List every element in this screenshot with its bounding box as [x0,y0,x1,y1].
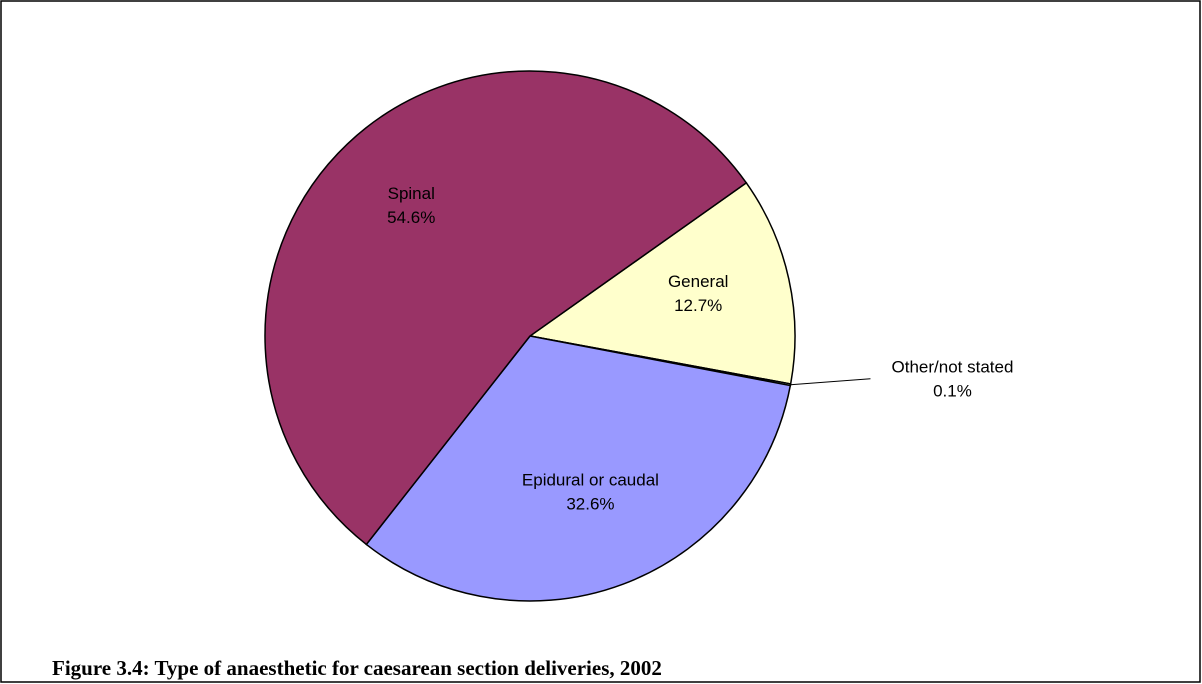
slice-name: Spinal [388,184,435,203]
slice-name: Epidural or caudal [522,470,659,489]
slice-value: 54.6% [387,208,435,227]
slice-label: Epidural or caudal 32.6% [522,470,659,513]
slice-name: Other/not stated [892,358,1014,377]
slice-label: Other/not stated 0.1% [892,358,1014,401]
pie-slice [365,335,792,602]
leader-line [790,378,871,386]
slice-label: Spinal 54.6% [387,184,435,227]
slice-value: 12.7% [674,296,722,315]
pie-slice [528,181,796,385]
slice-name: General [668,272,728,291]
slice-label: General 12.7% [668,272,728,315]
slice-value: 0.1% [933,382,972,401]
slice-value: 32.6% [566,494,614,513]
pie-slice [264,70,748,546]
chart-title: Figure 3.4: Type of anaesthetic for caes… [52,656,662,680]
